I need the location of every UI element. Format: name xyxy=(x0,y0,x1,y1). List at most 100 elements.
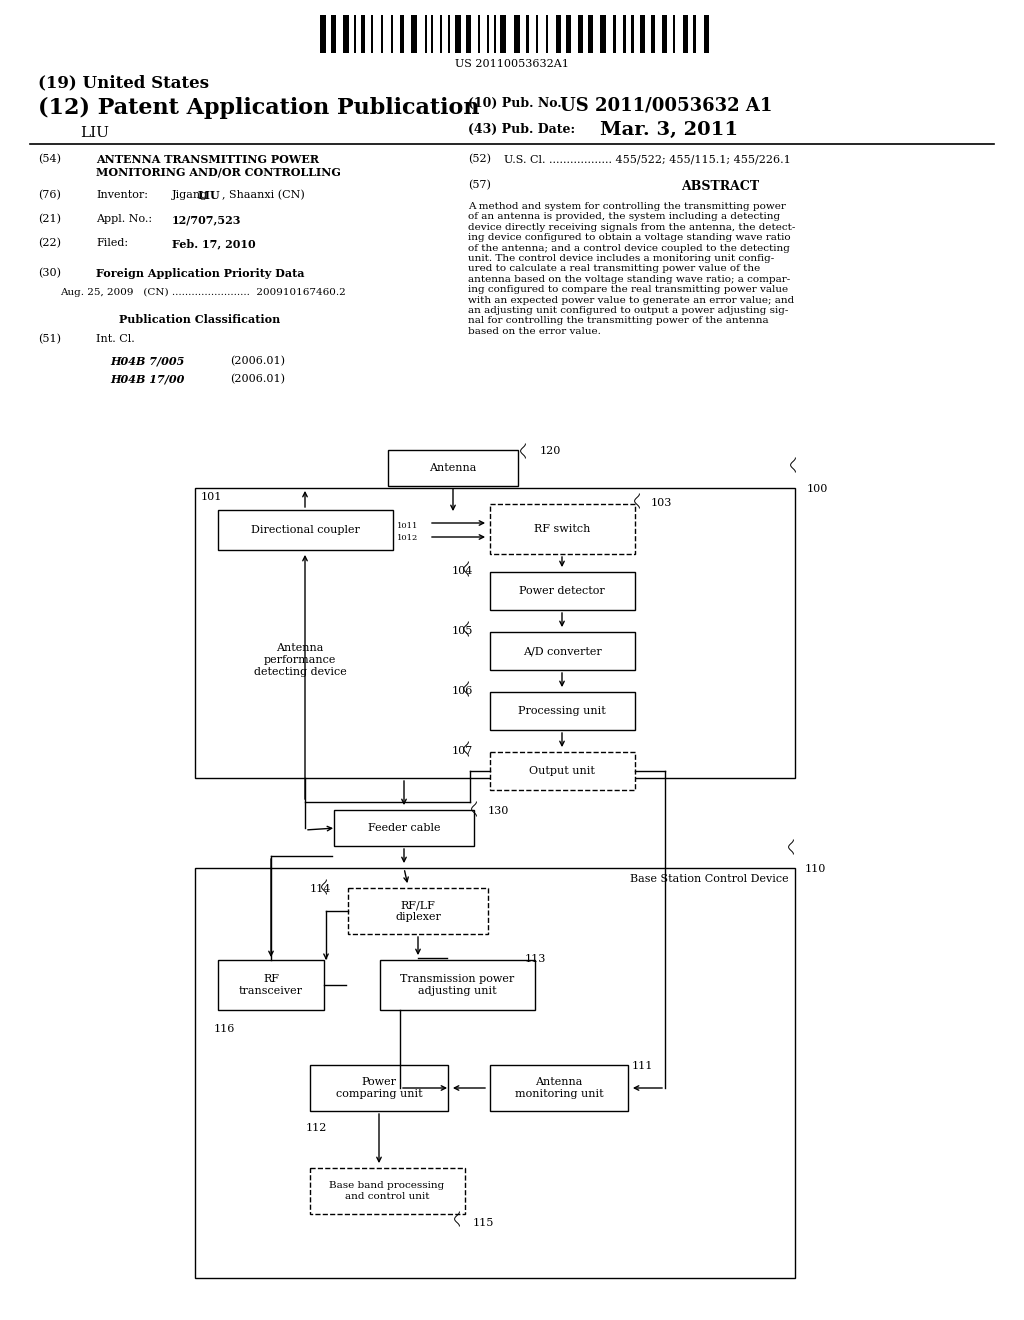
Bar xyxy=(400,15,404,53)
Text: 115: 115 xyxy=(473,1218,495,1228)
Bar xyxy=(218,960,324,1010)
Text: 130: 130 xyxy=(488,807,509,816)
Text: , Shaanxi (CN): , Shaanxi (CN) xyxy=(222,190,305,201)
Text: H04B 7/005: H04B 7/005 xyxy=(110,356,184,367)
Text: Inventor:: Inventor: xyxy=(96,190,148,201)
Text: Processing unit: Processing unit xyxy=(518,706,606,715)
Bar xyxy=(490,572,635,610)
Text: (10) Pub. No.:: (10) Pub. No.: xyxy=(468,96,566,110)
Text: Feeder cable: Feeder cable xyxy=(368,822,440,833)
Bar xyxy=(319,15,326,53)
Bar xyxy=(331,15,336,53)
Text: Mar. 3, 2011: Mar. 3, 2011 xyxy=(600,121,738,139)
Bar xyxy=(440,15,442,53)
Text: Aug. 25, 2009   (CN) ........................  200910167460.2: Aug. 25, 2009 (CN) .....................… xyxy=(60,288,346,297)
Text: (54): (54) xyxy=(38,154,61,164)
Bar xyxy=(310,1065,449,1111)
Text: 105: 105 xyxy=(452,626,473,636)
Text: Antenna: Antenna xyxy=(429,463,477,473)
Text: H04B 17/00: H04B 17/00 xyxy=(110,374,184,385)
Text: 114: 114 xyxy=(310,884,332,894)
Bar xyxy=(662,15,667,53)
Bar xyxy=(487,15,489,53)
Text: RF
transceiver: RF transceiver xyxy=(239,974,303,995)
Text: Foreign Application Priority Data: Foreign Application Priority Data xyxy=(96,268,304,279)
Bar xyxy=(578,15,583,53)
Bar xyxy=(500,15,506,53)
Bar xyxy=(536,15,538,53)
Text: Feb. 17, 2010: Feb. 17, 2010 xyxy=(172,238,256,249)
Text: Filed:: Filed: xyxy=(96,238,128,248)
Bar xyxy=(673,15,675,53)
Text: Transmission power
adjusting unit: Transmission power adjusting unit xyxy=(400,974,514,995)
Bar xyxy=(449,15,450,53)
Bar xyxy=(623,15,626,53)
Text: (22): (22) xyxy=(38,238,61,248)
Text: (21): (21) xyxy=(38,214,61,224)
Text: Jigang: Jigang xyxy=(172,190,212,201)
Bar xyxy=(683,15,688,53)
Text: 120: 120 xyxy=(540,446,561,455)
Text: 1011: 1011 xyxy=(397,521,419,531)
Bar xyxy=(195,488,795,777)
Bar xyxy=(613,15,616,53)
Text: Base Station Control Device: Base Station Control Device xyxy=(631,874,790,884)
Bar xyxy=(391,15,393,53)
Text: A method and system for controlling the transmitting power
of an antenna is prov: A method and system for controlling the … xyxy=(468,202,796,335)
Text: (19) United States: (19) United States xyxy=(38,74,209,91)
Text: (52): (52) xyxy=(468,154,490,164)
Text: Publication Classification: Publication Classification xyxy=(120,314,281,325)
Bar xyxy=(466,15,471,53)
Bar xyxy=(380,960,535,1010)
Bar xyxy=(490,752,635,789)
Text: US 2011/0053632 A1: US 2011/0053632 A1 xyxy=(560,96,772,115)
Bar xyxy=(490,1065,628,1111)
Text: 100: 100 xyxy=(807,484,828,494)
Text: ANTENNA TRANSMITTING POWER
MONITORING AND/OR CONTROLLING: ANTENNA TRANSMITTING POWER MONITORING AN… xyxy=(96,154,341,178)
Bar xyxy=(334,810,474,846)
Text: (2006.01): (2006.01) xyxy=(230,374,285,384)
Bar xyxy=(431,15,433,53)
Bar xyxy=(310,1168,465,1214)
Text: Directional coupler: Directional coupler xyxy=(251,525,359,535)
Bar xyxy=(490,692,635,730)
Bar xyxy=(411,15,417,53)
Text: 107: 107 xyxy=(452,746,473,756)
Bar xyxy=(631,15,634,53)
Text: RF/LF
diplexer: RF/LF diplexer xyxy=(395,900,441,921)
Bar xyxy=(556,15,561,53)
Text: A/D converter: A/D converter xyxy=(522,645,601,656)
Bar xyxy=(425,15,427,53)
Text: (12) Patent Application Publication: (12) Patent Application Publication xyxy=(38,96,479,119)
Text: US 20110053632A1: US 20110053632A1 xyxy=(455,59,569,69)
Bar xyxy=(693,15,696,53)
Bar xyxy=(371,15,373,53)
Text: ABSTRACT: ABSTRACT xyxy=(681,180,759,193)
Text: 101: 101 xyxy=(201,492,222,502)
Text: 1012: 1012 xyxy=(397,535,418,543)
Bar xyxy=(195,869,795,1278)
Text: (43) Pub. Date:: (43) Pub. Date: xyxy=(468,123,575,136)
Text: LIU: LIU xyxy=(198,190,220,201)
Bar xyxy=(651,15,655,53)
Text: Base band processing
and control unit: Base band processing and control unit xyxy=(330,1181,444,1201)
Text: Output unit: Output unit xyxy=(529,766,595,776)
Bar xyxy=(455,15,461,53)
Text: 106: 106 xyxy=(452,686,473,696)
Text: RF switch: RF switch xyxy=(534,524,590,535)
Bar xyxy=(343,15,349,53)
Text: 113: 113 xyxy=(525,954,547,964)
Text: (57): (57) xyxy=(468,180,490,190)
Text: Appl. No.:: Appl. No.: xyxy=(96,214,153,224)
Text: (51): (51) xyxy=(38,334,61,345)
Text: 110: 110 xyxy=(805,865,826,874)
Bar xyxy=(490,632,635,671)
Text: U.S. Cl. .................. 455/522; 455/115.1; 455/226.1: U.S. Cl. .................. 455/522; 455… xyxy=(504,154,791,164)
Bar xyxy=(478,15,480,53)
Bar xyxy=(526,15,529,53)
Text: (76): (76) xyxy=(38,190,60,201)
Text: (2006.01): (2006.01) xyxy=(230,356,285,367)
Bar xyxy=(388,450,518,486)
Bar xyxy=(600,15,606,53)
Text: LIU: LIU xyxy=(80,125,109,140)
